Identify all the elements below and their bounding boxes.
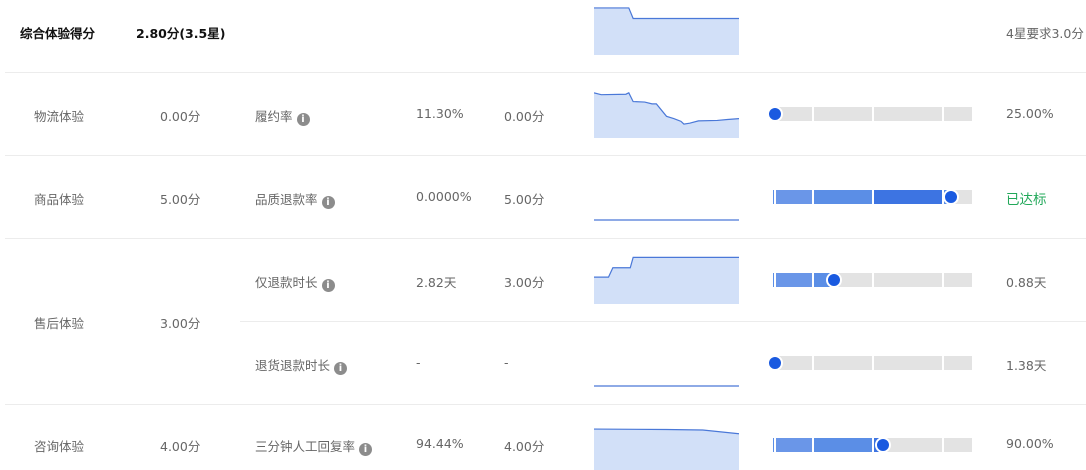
progress-knob [943,189,960,205]
trend-chart [594,385,739,387]
progress-knob [825,272,842,288]
target-value: 1.38天 [1006,358,1047,373]
progress-bar [767,355,972,371]
category-label: 咨询体验 [34,439,85,454]
target-status: 已达标 [1006,192,1047,208]
trend-line [594,256,739,278]
divider [5,404,1086,405]
progress-segment [944,356,972,370]
progress-segment [874,107,942,121]
divider [5,72,1086,73]
progress-knob [874,437,891,453]
info-icon[interactable]: i [334,362,348,375]
trend-area [594,257,739,304]
divider [5,155,1086,156]
trend-line [594,92,739,125]
metric-label: 退货退款时长 [255,358,331,373]
trend-area [594,92,739,138]
progress-segment [773,273,812,287]
metric-score: 0.00分 [504,109,545,124]
metric-name[interactable]: 履约率 i [255,106,310,126]
trend-chart [594,256,739,304]
info-icon[interactable]: i [321,196,335,209]
summary-score: 2.80分(3.5星) [136,26,226,41]
category-score: 4.00分 [160,439,201,454]
trend-chart [594,92,739,138]
metric-label: 履约率 [255,109,293,124]
progress-segment [814,107,872,121]
metric-label: 三分钟人工回复率 [255,439,356,454]
progress-segment [874,190,942,204]
trend-line [594,7,739,20]
category-label: 物流体验 [34,109,85,124]
progress-segment [944,438,972,452]
metric-score: 3.00分 [504,275,545,290]
category-label: 商品体验 [34,192,85,207]
progress-segment [773,107,812,121]
summary-label: 综合体验得分 [20,26,96,41]
progress-bar [773,437,972,453]
trend-area [594,7,739,55]
metric-score: 5.00分 [504,192,545,207]
progress-bar [767,106,972,122]
progress-knob [767,355,783,371]
metric-score: 4.00分 [504,439,545,454]
summary-trend-chart [594,7,739,55]
progress-segment [773,356,812,370]
trend-area [594,429,739,470]
progress-knob [767,106,783,122]
divider [5,238,1086,239]
progress-segment [814,273,872,287]
trend-chart [594,219,739,221]
info-icon[interactable]: i [296,113,310,126]
metric-score: - [504,355,509,370]
metric-name[interactable]: 品质退款率 i [255,189,335,209]
category-score: 5.00分 [160,192,201,207]
progress-bar [773,189,972,205]
progress-segment [814,356,872,370]
trend-chart [594,428,739,470]
progress-segment [874,356,942,370]
category-score: 3.00分 [160,316,201,331]
metric-name[interactable]: 三分钟人工回复率 i [255,436,373,456]
info-icon[interactable]: i [359,443,373,456]
target-value: 25.00% [1006,106,1054,121]
metric-value: 2.82天 [416,275,457,290]
metric-value: 11.30% [416,106,464,121]
progress-start-marker [773,190,776,204]
progress-start-marker [773,273,776,287]
trend-line [594,428,739,435]
metric-label: 品质退款率 [255,192,318,207]
progress-segment [814,438,872,452]
progress-segment [944,273,972,287]
progress-bar [773,272,972,288]
progress-segment [874,273,942,287]
metric-value: 94.44% [416,436,464,451]
progress-segment [773,438,812,452]
category-score: 0.00分 [160,109,201,124]
target-value: 90.00% [1006,436,1054,451]
progress-segment [814,190,872,204]
info-icon[interactable]: i [321,279,335,292]
metric-value: - [416,355,421,370]
metric-label: 仅退款时长 [255,275,318,290]
progress-segment [944,107,972,121]
divider [240,321,1086,322]
metric-name[interactable]: 仅退款时长 i [255,272,335,292]
summary-target: 4星要求3.0分 [1006,26,1084,41]
progress-start-marker [773,438,776,452]
category-label: 售后体验 [34,316,85,331]
progress-segment [773,190,812,204]
metric-name[interactable]: 退货退款时长 i [255,355,348,375]
target-value: 0.88天 [1006,275,1047,290]
metric-value: 0.0000% [416,189,472,204]
